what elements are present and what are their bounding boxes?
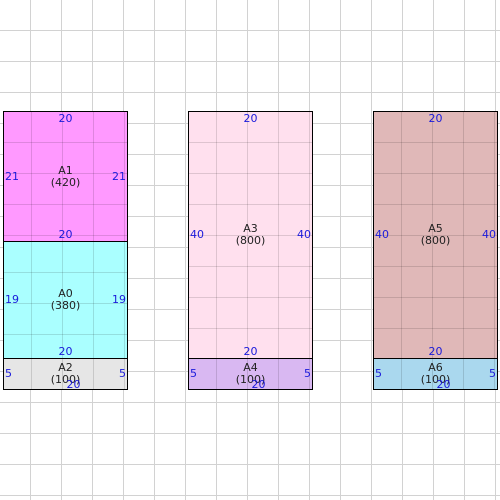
block-a5-left-dim: 40 xyxy=(375,228,389,241)
block-a4-left-dim: 5 xyxy=(190,367,197,380)
block-a4-bottom-dim: 20 xyxy=(251,378,266,391)
block-a3-name: A3 xyxy=(243,222,258,235)
block-a2-bottom-dim: 20 xyxy=(66,378,81,391)
block-a4-name: A4 xyxy=(243,361,258,374)
block-a6-bottom-dim: 20 xyxy=(436,378,451,391)
block-a0-right-dim: 19 xyxy=(112,293,126,306)
block-a3-bottom-dim: 20 xyxy=(243,345,258,358)
block-a3-left-dim: 40 xyxy=(190,228,204,241)
block-a6-name: A6 xyxy=(428,361,443,374)
block-a5[interactable]: 20 40 40 A5 (800) 20 xyxy=(373,111,498,359)
block-a6-left-dim: 5 xyxy=(375,367,382,380)
block-a1-left-dim: 21 xyxy=(5,169,19,183)
block-a4[interactable]: 5 5 A4 (100) 20 xyxy=(188,358,313,391)
block-a6[interactable]: 5 5 A6 (100) 20 xyxy=(373,358,498,391)
block-a2-right-dim: 5 xyxy=(119,367,126,380)
block-a5-size: (800) xyxy=(420,234,451,247)
block-a1-size: (420) xyxy=(50,175,81,189)
block-a4-label: A4 (100) xyxy=(189,362,312,386)
block-a2-size: (100) xyxy=(50,373,81,386)
block-a5-top-dim: 20 xyxy=(428,112,443,125)
block-a5-bottom-dim: 20 xyxy=(428,345,443,358)
block-a1[interactable]: 20 21 21 A1 (420) 20 xyxy=(3,111,128,242)
block-a3-label: A3 (800) xyxy=(189,223,312,247)
block-a0-name: A0 xyxy=(58,287,73,300)
block-a0-size: (380) xyxy=(50,299,81,312)
block-a6-right-dim: 5 xyxy=(489,367,496,380)
block-a3-size: (800) xyxy=(235,234,266,247)
block-a0-label: A0 (380) xyxy=(4,288,127,312)
block-a2-left-dim: 5 xyxy=(5,367,12,380)
block-a0[interactable]: 19 19 A0 (380) 20 xyxy=(3,241,128,359)
block-a1-right-dim: 21 xyxy=(112,169,126,183)
block-a5-right-dim: 40 xyxy=(482,228,496,241)
block-a5-label: A5 (800) xyxy=(374,223,497,247)
block-a1-name: A1 xyxy=(58,163,73,177)
block-a3[interactable]: 20 40 40 A3 (800) 20 xyxy=(188,111,313,359)
block-a4-size: (100) xyxy=(235,373,266,386)
block-a6-label: A6 (100) xyxy=(374,362,497,386)
block-a3-right-dim: 40 xyxy=(297,228,311,241)
block-a2-name: A2 xyxy=(58,361,73,374)
block-a5-name: A5 xyxy=(428,222,443,235)
block-a3-top-dim: 20 xyxy=(243,112,258,125)
block-a0-bottom-dim: 20 xyxy=(58,345,73,358)
block-a2-label: A2 (100) xyxy=(4,362,127,386)
block-a4-right-dim: 5 xyxy=(304,367,311,380)
block-a1-label: A1 (420) xyxy=(4,163,127,189)
block-a1-top-dim: 20 xyxy=(58,112,73,125)
block-a2[interactable]: 5 5 A2 (100) 20 xyxy=(3,358,128,391)
block-a6-size: (100) xyxy=(420,373,451,386)
block-a1-bottom-dim: 20 xyxy=(58,228,73,241)
block-a0-left-dim: 19 xyxy=(5,293,19,306)
